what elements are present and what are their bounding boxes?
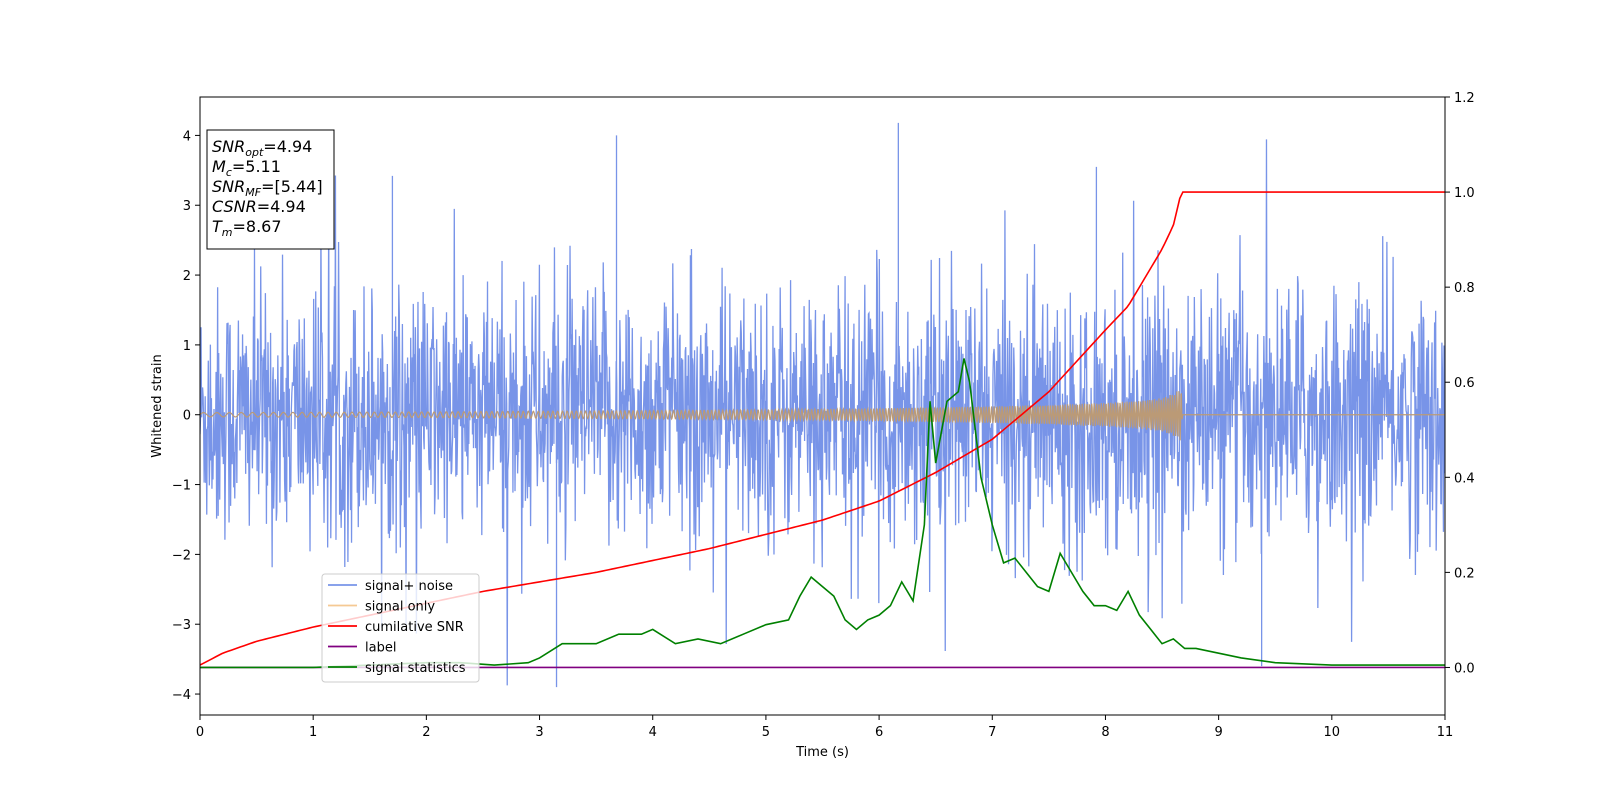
noise-series-layer bbox=[200, 122, 1445, 688]
y2-tick-label: 0.6 bbox=[1454, 376, 1475, 391]
info-row: CSNR=4.94 bbox=[212, 197, 306, 216]
y-tick-label: 1 bbox=[183, 339, 191, 354]
legend: signal+ noise signal only cumilative SNR la… bbox=[321, 573, 480, 683]
y-tick-label: −1 bbox=[172, 479, 191, 494]
x-tick-label: 6 bbox=[875, 725, 883, 740]
y-tick-label: −2 bbox=[172, 548, 191, 563]
x-tick-label: 10 bbox=[1324, 725, 1341, 740]
series-signal-noise bbox=[200, 139, 1445, 686]
legend-label: signal only bbox=[365, 600, 435, 615]
x-tick-label: 9 bbox=[1214, 725, 1222, 740]
info-row: SNRopt=4.94 bbox=[212, 137, 312, 159]
x-tick-label: 4 bbox=[649, 725, 657, 740]
x-tick-label: 7 bbox=[988, 725, 996, 740]
legend-label: cumilative SNR bbox=[365, 620, 464, 635]
legend-label: label bbox=[365, 641, 396, 656]
y-tick-label: −3 bbox=[172, 618, 191, 633]
y2-tick-label: 0.8 bbox=[1454, 281, 1475, 296]
info-box: SNRopt=4.94Mc=5.11SNRMF=[5.44]CSNR=4.94T… bbox=[206, 129, 335, 250]
y-tick-label: 0 bbox=[183, 409, 191, 424]
legend-label: signal statistics bbox=[365, 661, 466, 676]
x-tick-label: 8 bbox=[1101, 725, 1109, 740]
info-row: SNRMF=[5.44] bbox=[212, 177, 323, 199]
y2-tick-label: 0.2 bbox=[1454, 566, 1475, 581]
legend-frame bbox=[321, 573, 480, 683]
y2-tick-label: 0.4 bbox=[1454, 471, 1475, 486]
y-tick-label: 2 bbox=[183, 269, 191, 284]
info-row: Tm=8.67 bbox=[212, 217, 282, 239]
x-tick-label: 3 bbox=[535, 725, 543, 740]
y-tick-label: 4 bbox=[183, 129, 191, 144]
axes-layer: 0 1 2 3 4 5 6 7 8 9 10 11 −4 −3 −2 −1 0 1 2 3 4 0.0 0.2 0.4 0.6 0… bbox=[150, 91, 1475, 760]
y2-tick-label: 1.2 bbox=[1454, 91, 1475, 106]
y2-tick-label: 0.0 bbox=[1454, 661, 1475, 676]
y2-tick-label: 1.0 bbox=[1454, 186, 1475, 201]
x-tick-label: 1 bbox=[309, 725, 317, 740]
x-tick-label: 11 bbox=[1437, 725, 1454, 740]
y-tick-label: 3 bbox=[183, 199, 191, 214]
x-axis-title: Time (s) bbox=[795, 745, 849, 760]
signal-series-layer bbox=[200, 391, 1445, 441]
y-axis-title: Whitened strain bbox=[150, 354, 165, 457]
series-signal-statistics bbox=[200, 358, 1445, 669]
legend-label: signal+ noise bbox=[365, 579, 453, 594]
x-tick-label: 2 bbox=[422, 725, 430, 740]
x-tick-label: 5 bbox=[762, 725, 770, 740]
series-signal-only bbox=[200, 391, 1445, 441]
x-tick-label: 0 bbox=[196, 725, 204, 740]
info-box-frame bbox=[206, 129, 335, 250]
plot-frame bbox=[199, 96, 1446, 716]
y-tick-label: −4 bbox=[172, 688, 191, 703]
info-row: Mc=5.11 bbox=[212, 157, 281, 179]
